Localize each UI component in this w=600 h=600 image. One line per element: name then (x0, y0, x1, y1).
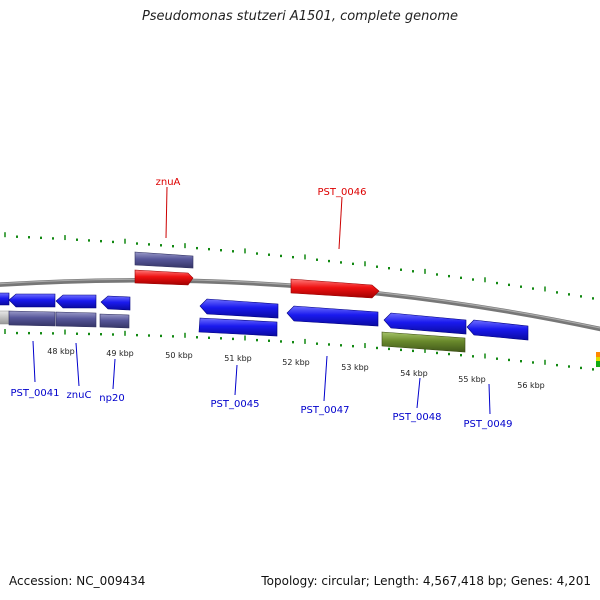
tick-label-48kbp: 48 kbp (47, 347, 75, 356)
znuA-label[interactable]: znuA (156, 177, 181, 188)
tick-label-50kbp: 50 kbp (165, 351, 193, 360)
PST_0048-label[interactable]: PST_0048 (393, 412, 442, 423)
tick-label-53kbp: 53 kbp (341, 363, 369, 372)
np20-gene-arrow[interactable] (100, 295, 131, 311)
PST_0041-cds-block[interactable] (8, 310, 56, 327)
np20-callout-line (112, 358, 116, 390)
PST_0045-callout-line (234, 364, 238, 396)
tick-label-55kbp: 55 kbp (458, 375, 486, 384)
znuA-callout-line (165, 186, 168, 239)
upper-scale-ticks (4, 232, 594, 300)
tick-label-54kbp: 54 kbp (400, 369, 428, 378)
PST_0049-gene-arrow[interactable] (466, 319, 529, 341)
znuC-gene-arrow[interactable] (55, 294, 97, 309)
gene-arrow-edge[interactable] (0, 292, 10, 306)
PST_0045-gene-arrow-top[interactable] (199, 298, 279, 319)
PST_0047-label[interactable]: PST_0047 (301, 405, 350, 416)
PST_0046-label[interactable]: PST_0046 (318, 187, 367, 198)
znuA-gene-arrow[interactable] (134, 269, 194, 286)
tick-label-52kbp: 52 kbp (282, 358, 310, 367)
PST_0041-cds-gray-block[interactable] (0, 310, 10, 325)
forward-strand-features (134, 251, 380, 299)
PST_0049-label[interactable]: PST_0049 (464, 419, 513, 430)
np20-cds-block[interactable] (99, 313, 130, 329)
map-title: Pseudomonas stutzeri A1501, complete gen… (141, 9, 459, 24)
topology-summary: Topology: circular; Length: 4,567,418 bp… (261, 574, 591, 588)
offscreen-feature-stub (596, 352, 600, 367)
reverse-strand-features (0, 292, 529, 353)
znuC-callout-line (75, 342, 80, 387)
PST_0048-rna-block[interactable] (381, 331, 466, 353)
PST_0048-callout-line (416, 377, 421, 409)
tick-label-49kbp: 49 kbp (106, 349, 134, 358)
PST_0041-gene-arrow[interactable] (8, 293, 56, 308)
PST_0046-callout-line (338, 196, 343, 250)
PST_0047-gene-arrow[interactable] (286, 305, 379, 327)
tick-label-51kbp: 51 kbp (224, 354, 252, 363)
tick-label-56kbp: 56 kbp (517, 381, 545, 390)
PST_0045-gene-block[interactable] (198, 317, 278, 337)
PST_0047-callout-line (323, 355, 328, 402)
PST_0046-gene-arrow[interactable] (290, 278, 380, 299)
znuC-cds-block[interactable] (55, 311, 97, 328)
PST_0048-gene-arrow[interactable] (383, 312, 467, 335)
PST_0049-callout-line (488, 383, 491, 415)
PST_0041-callout-line (32, 340, 36, 383)
lower-scale-ticks (4, 329, 594, 371)
np20-label[interactable]: np20 (99, 393, 124, 404)
accession-label: Accession: NC_009434 (9, 574, 146, 588)
PST_0041-label[interactable]: PST_0041 (11, 388, 60, 399)
PST_0045-label[interactable]: PST_0045 (211, 399, 260, 410)
znuA-cds-block[interactable] (134, 251, 194, 269)
znuC-label[interactable]: znuC (67, 390, 92, 401)
